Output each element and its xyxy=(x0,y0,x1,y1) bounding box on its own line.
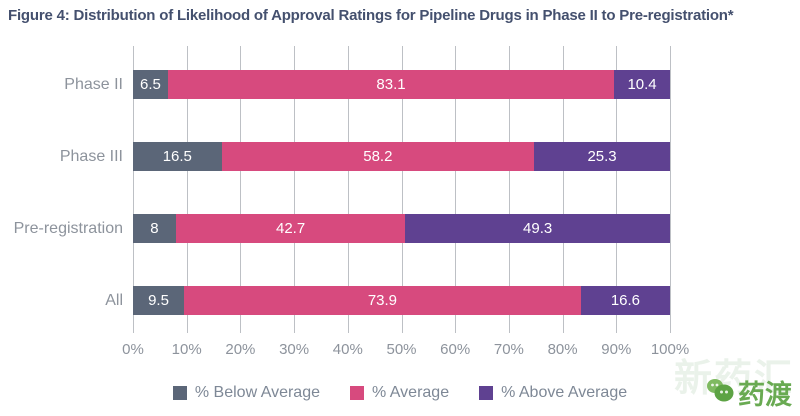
x-tick-label: 80% xyxy=(547,341,578,358)
bar-segment-average: 83.1 xyxy=(167,70,615,99)
bar-value-label: 6.5 xyxy=(140,76,161,93)
x-tick-label: 0% xyxy=(122,341,144,358)
gridline xyxy=(186,46,188,333)
gridline xyxy=(455,46,457,333)
x-tick-label: 90% xyxy=(601,341,632,358)
legend-swatch-icon xyxy=(172,386,187,400)
bar-value-label: 8 xyxy=(150,220,159,237)
bar-segment-below_average: 9.5 xyxy=(133,286,184,315)
bar-value-label: 42.7 xyxy=(276,220,306,237)
gridline xyxy=(347,46,349,333)
x-tick-label: 70% xyxy=(493,341,524,358)
watermark-logo-text: 药渡 xyxy=(738,380,792,410)
gridline xyxy=(294,46,296,333)
category-label: Phase III xyxy=(59,148,123,165)
bar-value-label: 73.9 xyxy=(367,292,398,309)
bar-segment-above_average: 25.3 xyxy=(534,142,670,171)
category-label: Pre-registration xyxy=(13,220,123,237)
legend-swatch-icon xyxy=(479,386,494,400)
legend-item: % Average xyxy=(350,384,449,402)
category-label: All xyxy=(105,292,123,309)
x-tick-label: 20% xyxy=(225,341,256,358)
legend-label: % Below Average xyxy=(194,384,320,401)
gridline xyxy=(562,46,564,333)
bar-value-label: 9.5 xyxy=(148,292,169,309)
x-tick-label: 30% xyxy=(279,341,310,358)
legend-item: % Above Average xyxy=(479,384,627,402)
legend-label: % Above Average xyxy=(501,384,628,401)
bar-segment-above_average: 10.4 xyxy=(614,70,670,99)
gridline xyxy=(670,46,671,333)
x-tick-label: 60% xyxy=(440,341,471,358)
legend-label: % Average xyxy=(372,384,450,401)
gridline xyxy=(133,46,134,333)
watermark: 新药汇 药渡 xyxy=(648,354,798,416)
bar-segment-average: 42.7 xyxy=(175,214,406,243)
bar-segment-above_average: 16.6 xyxy=(580,286,670,315)
gridline xyxy=(401,46,403,333)
watermark-logo: 药渡 xyxy=(706,373,792,412)
x-tick-label: 50% xyxy=(386,341,417,358)
bar-value-label: 83.1 xyxy=(376,76,406,93)
bar-segment-average: 73.9 xyxy=(184,286,581,315)
x-tick-label: 40% xyxy=(332,341,363,358)
x-tick-label: 100% xyxy=(650,341,690,358)
bar-value-label: 16.5 xyxy=(162,148,192,165)
bar-segment-above_average: 49.3 xyxy=(405,214,670,243)
leaf-logo-icon xyxy=(706,376,736,409)
figure-title: Figure 4: Distribution of Likelihood of … xyxy=(8,7,734,24)
gridline xyxy=(616,46,618,333)
legend-item: % Below Average xyxy=(172,384,320,402)
x-tick-label: 10% xyxy=(171,341,202,358)
bar-segment-below_average: 16.5 xyxy=(133,142,222,171)
bar-segment-below_average: 8 xyxy=(133,214,176,243)
chart-legend: % Below Average % Average % Above Average xyxy=(0,384,800,402)
bar-segment-below_average: 6.5 xyxy=(133,70,168,99)
bar-value-label: 16.6 xyxy=(610,292,641,309)
legend-swatch-icon xyxy=(350,386,364,400)
bar-value-label: 25.3 xyxy=(587,148,617,165)
category-label: Phase II xyxy=(64,76,123,93)
bar-value-label: 49.3 xyxy=(523,220,553,237)
bar-segment-average: 58.2 xyxy=(221,142,535,171)
gridline xyxy=(240,46,242,333)
bar-value-label: 58.2 xyxy=(363,148,393,165)
gridline xyxy=(508,46,510,333)
bar-value-label: 10.4 xyxy=(627,76,657,93)
